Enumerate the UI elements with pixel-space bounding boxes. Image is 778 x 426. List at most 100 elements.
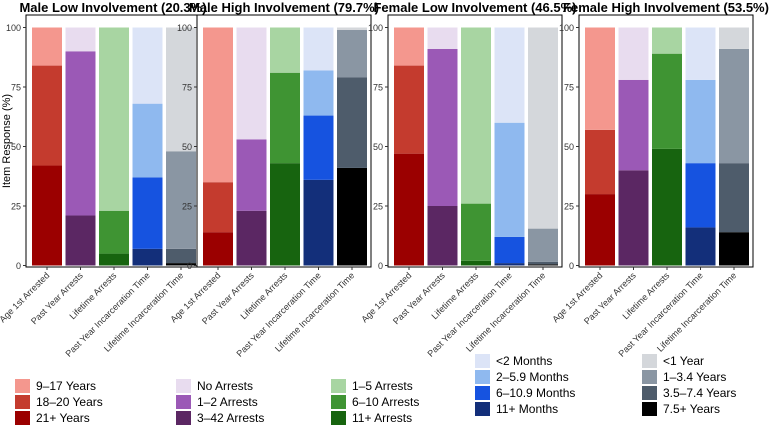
legend-swatch (176, 394, 191, 409)
bar-segment (719, 232, 749, 266)
y-axis-label: Item Response (%) (1, 94, 13, 188)
y-tick-label: 75 (373, 83, 383, 93)
y-tick-label: 100 (177, 23, 192, 33)
y-tick-label: 50 (11, 142, 21, 152)
bar-segment (270, 27, 300, 73)
bar-segment (132, 248, 163, 266)
bar-segment (65, 215, 96, 266)
legend-label: 11+ Arrests (352, 410, 413, 425)
legend-label: 9–17 Years (36, 378, 97, 393)
legend-item: No Arrests (176, 378, 264, 393)
bar-segment (65, 27, 96, 52)
bar-segment (303, 115, 334, 180)
bar-segment (461, 260, 491, 266)
bar-segment (394, 153, 424, 266)
legend-swatch (331, 410, 346, 425)
legend-label: 18–20 Years (36, 394, 103, 409)
bar-segment (203, 182, 233, 233)
legend-swatch (15, 378, 30, 393)
legend-lifetime-incarceration: <1 Year 1–3.4 Years 3.5–7.4 Years 7.5+ Year… (642, 353, 736, 417)
y-tick-label: 50 (564, 142, 574, 152)
y-tick-label: 0 (16, 261, 21, 271)
bar-segment (618, 170, 649, 266)
legend-label: 1–2 Arrests (197, 394, 258, 409)
legend-item: 7.5+ Years (642, 401, 736, 416)
legend-label: 3–42 Arrests (197, 410, 265, 425)
y-tick-label: 75 (564, 83, 574, 93)
legend-swatch (15, 394, 30, 409)
legend-item: 11+ Arrests (331, 410, 419, 425)
legend-label: 3.5–7.4 Years (663, 385, 737, 400)
legend-item: 11+ Months (475, 401, 575, 416)
legend-swatch (176, 378, 191, 393)
legend-label: 7.5+ Years (663, 401, 721, 416)
legend-swatch (475, 353, 490, 368)
legend-item: 3.5–7.4 Years (642, 385, 736, 400)
y-tick-label: 75 (182, 83, 192, 93)
panel-title: Male High Involvement (79.7%) (189, 0, 379, 15)
legend-label: <2 Months (496, 353, 553, 368)
bar-segment (303, 70, 334, 116)
legend-item: 1–2 Arrests (176, 394, 264, 409)
bar-segment (494, 263, 525, 266)
bar-segment (461, 27, 491, 204)
bar-segment (494, 27, 525, 123)
bar-segment (303, 27, 334, 71)
bar-segment (99, 210, 129, 254)
bar-segment (203, 27, 233, 183)
y-tick-label: 25 (182, 202, 192, 212)
panel-title: Female High Involvement (53.5%) (563, 0, 769, 15)
bar-segment (303, 179, 334, 266)
legend-label: <1 Year (663, 353, 705, 368)
bar-segment (394, 65, 424, 154)
bar-segment (236, 139, 267, 211)
legend-swatch (15, 410, 30, 425)
y-tick-label: 50 (182, 142, 192, 152)
bar-segment (528, 261, 558, 265)
legend-lifetime-arrests: 1–5 Arrests 6–10 Arrests 11+ Arrests (331, 378, 419, 426)
legend-swatch (642, 369, 657, 384)
legend-swatch (475, 401, 490, 416)
bar-segment (166, 151, 196, 249)
legend-swatch (475, 369, 490, 384)
legend-item: <2 Months (475, 353, 575, 368)
bar-segment (270, 163, 300, 266)
bar-segment (394, 27, 424, 66)
legend-label: 21+ Years (36, 410, 90, 425)
bar-segment (166, 263, 196, 266)
y-tick-label: 100 (6, 23, 21, 33)
legend-swatch (331, 394, 346, 409)
bar-segment (685, 79, 716, 164)
y-tick-label: 25 (11, 202, 21, 212)
y-tick-label: 25 (373, 202, 383, 212)
bar-segment (719, 163, 749, 233)
legend-label: 1–5 Arrests (352, 378, 413, 393)
bar-segment (585, 27, 615, 130)
bar-segment (585, 129, 615, 195)
bar-segment (236, 27, 267, 140)
legend-swatch (642, 401, 657, 416)
legend-item: 18–20 Years (15, 394, 103, 409)
bar-segment (618, 79, 649, 171)
bar-segment (32, 65, 62, 166)
bar-segment (427, 27, 458, 49)
bar-segment (719, 27, 749, 49)
bar-segment (32, 165, 62, 266)
legend-label: No Arrests (197, 378, 254, 393)
bar-segment (166, 248, 196, 264)
y-tick-label: 100 (559, 23, 574, 33)
bar-segment (99, 27, 129, 211)
bar-segment (203, 232, 233, 266)
y-tick-label: 50 (373, 142, 383, 152)
bar-segment (337, 27, 367, 30)
bar-segment (652, 27, 682, 54)
legend-label: 6–10 Arrests (352, 394, 420, 409)
bar-segment (494, 122, 525, 237)
bar-segment (494, 236, 525, 264)
y-tick-label: 0 (187, 261, 192, 271)
bar-segment (652, 148, 682, 266)
legend-swatch (176, 410, 191, 425)
y-tick-label: 0 (569, 261, 574, 271)
bar-segment (132, 103, 163, 178)
